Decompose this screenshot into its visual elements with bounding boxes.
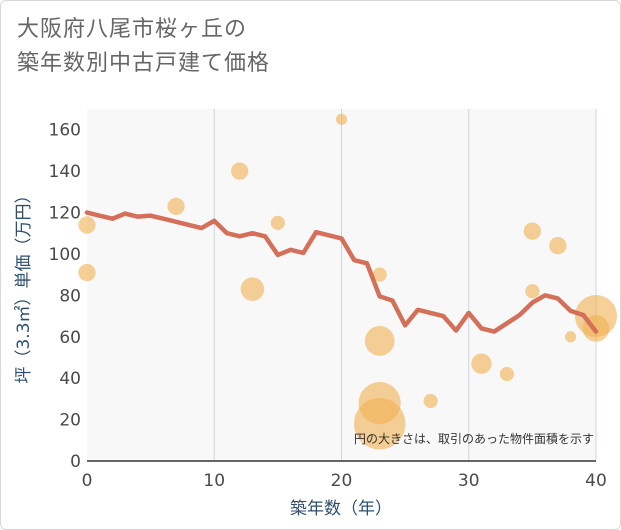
x-tick-30: 30 bbox=[458, 471, 480, 491]
y-tick-20: 20 bbox=[59, 411, 81, 431]
bubble-point-13 bbox=[499, 366, 515, 382]
bubble-size-note: 円の大きさは、取引のあった物件面積を示す bbox=[354, 431, 594, 446]
bubble-point-1 bbox=[78, 263, 96, 282]
x-tick-10: 10 bbox=[203, 471, 225, 491]
x-tick-40: 40 bbox=[585, 471, 607, 491]
y-tick-100: 100 bbox=[49, 245, 81, 265]
bubble-point-0 bbox=[78, 216, 96, 234]
y-tick-40: 40 bbox=[59, 369, 81, 389]
y-tick-0: 0 bbox=[70, 452, 81, 472]
y-tick-80: 80 bbox=[59, 286, 81, 306]
chart-title: 大阪府八尾市桜ヶ丘の 築年数別中古戸建て価格 bbox=[17, 13, 270, 81]
x-tick-0: 0 bbox=[82, 471, 93, 491]
bubble-point-4 bbox=[240, 277, 265, 301]
y-tick-160: 160 bbox=[49, 121, 81, 141]
x-tick-20: 20 bbox=[331, 471, 353, 491]
y-axis-label: 坪（3.3㎡）単価（万円） bbox=[14, 186, 34, 383]
y-tick-labels: 0 20 40 60 80 100 120 140 160 bbox=[49, 121, 81, 472]
bubble-point-11 bbox=[423, 393, 438, 409]
bubble-point-16 bbox=[549, 237, 567, 255]
bubble-point-15 bbox=[525, 284, 540, 299]
bubble-point-8 bbox=[364, 326, 395, 356]
average-price-line bbox=[84, 210, 599, 334]
x-axis-label: 築年数（年） bbox=[290, 499, 392, 519]
bubble-point-7 bbox=[372, 267, 387, 282]
y-tick-120: 120 bbox=[49, 204, 81, 224]
bubble-point-10 bbox=[353, 398, 406, 450]
y-tick-60: 60 bbox=[59, 328, 81, 348]
grid-lines bbox=[213, 109, 597, 461]
y-tick-140: 140 bbox=[49, 162, 81, 182]
bubble-point-6 bbox=[335, 113, 348, 125]
bubble-point-5 bbox=[270, 215, 285, 230]
x-tick-labels: 0 10 20 30 40 bbox=[82, 471, 607, 491]
bubble-point-2 bbox=[167, 197, 185, 215]
bubble-point-12 bbox=[471, 353, 492, 374]
bubble-series bbox=[78, 113, 618, 450]
chart-title-line2: 築年数別中古戸建て価格 bbox=[17, 51, 271, 76]
bubble-point-3 bbox=[231, 162, 249, 180]
chart-title-line1: 大阪府八尾市桜ヶ丘の bbox=[17, 17, 248, 42]
bubble-point-14 bbox=[523, 222, 542, 240]
bubble-point-17 bbox=[565, 331, 577, 343]
